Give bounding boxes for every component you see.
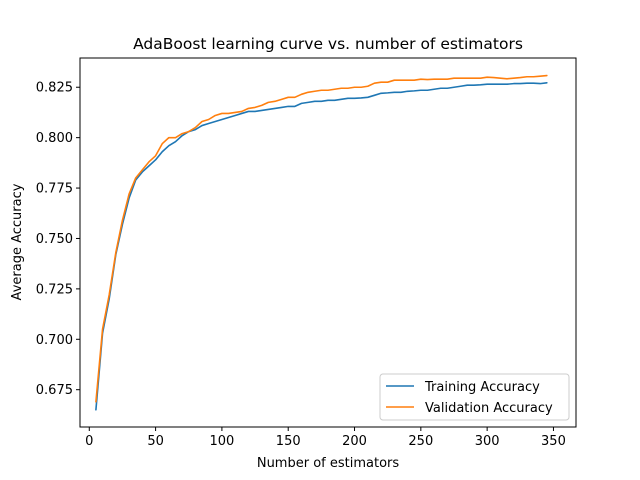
legend-box	[379, 373, 570, 421]
y-tick-label: 0.825	[36, 81, 73, 96]
x-tick-label: 300	[475, 434, 500, 449]
y-tick-label: 0.775	[36, 182, 73, 197]
y-tick-label: 0.800	[36, 131, 73, 146]
legend-label-training: Training Accuracy	[424, 380, 540, 395]
x-axis-label: Number of estimators	[257, 456, 400, 471]
validation-accuracy-line	[95, 74, 548, 403]
y-axis-label: Average Accuracy	[10, 183, 25, 300]
plot-frame	[79, 57, 577, 428]
y-tick-label: 0.725	[36, 282, 73, 297]
y-tick-label: 0.700	[36, 333, 73, 348]
x-tick-label: 0	[85, 434, 93, 449]
y-axis-ticks: 0.675 0.700 0.725 0.750 0.775 0.800 0.825	[36, 81, 80, 398]
y-tick-label: 0.750	[36, 232, 73, 247]
x-tick-label: 200	[342, 434, 367, 449]
x-tick-label: 350	[541, 434, 566, 449]
x-tick-label: 50	[147, 434, 164, 449]
y-tick-label: 0.675	[36, 383, 73, 398]
x-tick-label: 250	[408, 434, 433, 449]
x-tick-label: 100	[209, 434, 234, 449]
series-lines	[95, 74, 548, 411]
legend-label-validation: Validation Accuracy	[425, 401, 553, 416]
x-axis-ticks: 0 50 100 150 200 250 300 350	[85, 427, 566, 449]
x-tick-label: 150	[276, 434, 301, 449]
legend: Training Accuracy Validation Accuracy	[379, 373, 570, 421]
chart-title: AdaBoost learning curve vs. number of es…	[133, 35, 523, 53]
training-accuracy-line	[95, 82, 548, 411]
